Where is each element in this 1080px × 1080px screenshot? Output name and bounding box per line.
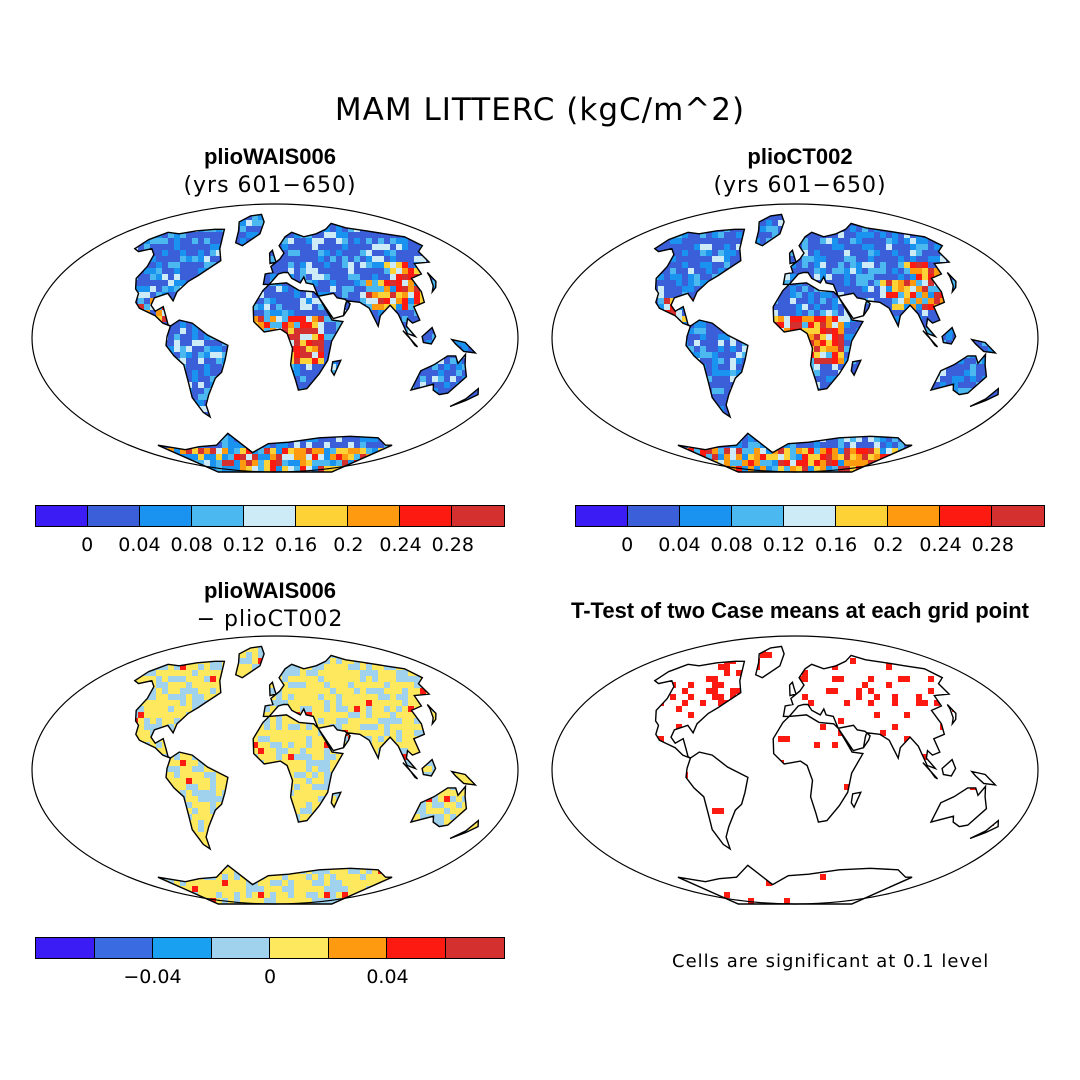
coastline: [133, 213, 480, 473]
colorbar-1: [35, 505, 505, 527]
colorbar-tick-label: 0.28: [431, 534, 474, 556]
map-panel-1: [31, 203, 519, 473]
colorbar-swatch: [348, 506, 400, 526]
colorbar-swatch: [992, 506, 1044, 526]
colorbar-swatch: [94, 938, 153, 958]
panel2-subtitle: (yrs 601−650): [713, 173, 887, 198]
colorbar-swatch: [400, 506, 452, 526]
colorbar-swatch: [36, 506, 88, 526]
map-border: [31, 635, 519, 905]
colorbar-2: [575, 505, 1045, 527]
colorbar-tick-label: 0.04: [118, 534, 161, 556]
colorbar-tick-label: 0: [81, 534, 94, 556]
colorbar-swatch: [680, 506, 732, 526]
panel1-subtitle: (yrs 601−650): [183, 173, 357, 198]
colorbar-swatch: [328, 938, 387, 958]
map-panel-4: [551, 635, 1039, 905]
colorbar-swatch: [270, 938, 329, 958]
colorbar-tick-label: 0.2: [873, 534, 904, 556]
coastline: [653, 645, 1000, 905]
coastline: [133, 645, 480, 905]
ocean: [552, 204, 1038, 472]
colorbar-swatch: [836, 506, 888, 526]
colorbar-swatch: [153, 938, 212, 958]
colorbar-tick-label: −0.04: [123, 966, 182, 988]
colorbar-swatch: [140, 506, 192, 526]
map-panel-3: [31, 635, 519, 905]
ocean: [32, 204, 518, 472]
colorbar-swatch: [940, 506, 992, 526]
colorbar-tick-label: 0.24: [379, 534, 422, 556]
colorbar-swatch: [211, 938, 270, 958]
colorbar-swatch: [36, 938, 95, 958]
colorbar-tick-label: 0.16: [274, 534, 318, 556]
colorbar-swatch: [445, 938, 504, 958]
colorbar-swatch: [628, 506, 680, 526]
colorbar-swatch: [88, 506, 140, 526]
colorbar-3: [35, 937, 505, 959]
colorbar-tick-label: 0.2: [333, 534, 364, 556]
colorbar-swatch: [192, 506, 244, 526]
colorbar-swatch: [244, 506, 296, 526]
colorbar-swatch: [888, 506, 940, 526]
colorbar-tick-label: 0.28: [971, 534, 1014, 556]
panel1-title: plioWAIS006: [203, 144, 337, 169]
figure-title: MAM LITTERC (kgC/m^2): [334, 92, 746, 128]
ocean: [552, 636, 1038, 904]
colorbar-swatch: [296, 506, 348, 526]
coastline: [653, 213, 1000, 473]
colorbar-tick-label: 0.12: [762, 534, 806, 556]
colorbar-tick-label: 0.04: [366, 966, 409, 988]
colorbar-swatch: [576, 506, 628, 526]
colorbar-tick-label: 0.08: [710, 534, 753, 556]
colorbar-tick-label: 0: [621, 534, 634, 556]
panel3-title: plioWAIS006: [203, 578, 337, 603]
colorbar-swatch: [387, 938, 446, 958]
colorbar-swatch: [732, 506, 784, 526]
colorbar-tick-label: 0.12: [222, 534, 266, 556]
significance-note: Cells are significant at 0.1 level: [672, 951, 990, 972]
panel2-title: plioCT002: [747, 144, 853, 169]
map-border: [31, 203, 519, 473]
colorbar-swatch: [784, 506, 836, 526]
map-panel-2: [551, 203, 1039, 473]
colorbar-tick-label: 0.24: [919, 534, 962, 556]
colorbar-tick-label: 0: [263, 966, 277, 988]
colorbar-tick-label: 0.08: [170, 534, 213, 556]
panel4-title: T-Test of two Case means at each grid po…: [570, 598, 1029, 623]
panel3-subtitle: − plioCT002: [196, 607, 344, 632]
colorbar-tick-label: 0.16: [814, 534, 858, 556]
ocean: [32, 636, 518, 904]
colorbar-tick-label: 0.04: [658, 534, 701, 556]
map-border: [551, 203, 1039, 473]
map-border: [551, 635, 1039, 905]
colorbar-swatch: [452, 506, 504, 526]
